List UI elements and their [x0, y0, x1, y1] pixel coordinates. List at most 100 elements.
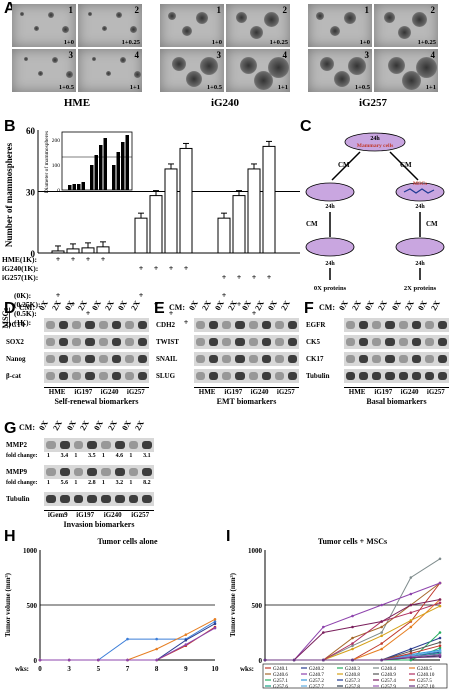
- x-label: wks:: [240, 665, 254, 673]
- data-point: [351, 636, 354, 640]
- blot-group-label: iG197: [71, 510, 99, 519]
- blot-row-label: MMP9: [6, 468, 27, 476]
- b-plus: +: [252, 309, 257, 318]
- data-point: [438, 653, 442, 656]
- panel-label-f: F: [304, 300, 314, 317]
- legend-entry: G240.7: [309, 673, 324, 678]
- tile-number: 3: [216, 50, 222, 60]
- fold-change-value: 5.6: [60, 480, 69, 486]
- b-plus: +: [56, 255, 61, 264]
- data-point: [409, 576, 413, 579]
- blot-strip: [44, 465, 154, 479]
- data-point: [438, 601, 442, 605]
- x-tick: 7: [126, 665, 130, 673]
- fold-change-value: 1: [74, 453, 78, 459]
- data-point: [438, 649, 442, 653]
- data-point: [380, 603, 383, 607]
- b-bar: [262, 145, 276, 254]
- lane-header: 2X: [50, 419, 64, 432]
- data-point: [409, 625, 413, 629]
- blot-group-label: HME: [194, 387, 221, 396]
- fold-change-value: 8.2: [143, 480, 151, 486]
- data-point: [67, 658, 71, 662]
- data-point: [380, 620, 383, 623]
- group-label: iG240: [210, 97, 240, 109]
- c-bottom-left: 0X proteins: [314, 285, 347, 292]
- lane-header: 0X: [92, 419, 105, 432]
- panel-c-schematic: 24h Mammary cells CM CM 24h 24h MSCs CM …: [305, 132, 445, 292]
- legend-entry: G257.9: [381, 685, 396, 690]
- lane-header: 0X: [37, 419, 50, 432]
- lane-header: 2X: [133, 419, 147, 432]
- data-point: [126, 637, 129, 641]
- b-inset-bar: [112, 165, 116, 190]
- micrograph-tile: 1 1+0: [160, 4, 224, 47]
- b-ytick: 0: [31, 249, 36, 259]
- data-point: [351, 647, 354, 651]
- blot-row-label: SLUG: [156, 372, 176, 380]
- c-mid-label: MSCs: [413, 181, 427, 187]
- tile-condition: 1+1: [129, 84, 140, 91]
- series-line: [265, 605, 441, 661]
- b-row-label: (0.25K):: [14, 300, 40, 309]
- c-top-time: 24h: [370, 136, 380, 142]
- b-plus: +: [252, 273, 257, 282]
- micrograph-tile: 2 1+0.25: [78, 4, 142, 47]
- tile-number: 4: [134, 50, 140, 60]
- y-tick: 0: [34, 657, 38, 665]
- micrograph-tile: 1 1+0: [12, 4, 76, 47]
- b-plus: +: [154, 300, 159, 309]
- b-plus: +: [169, 309, 174, 318]
- c-bot-time-left: 24h: [325, 261, 335, 267]
- y-tick: 1000: [23, 547, 38, 555]
- blot-group-label: iG240: [99, 510, 127, 519]
- tile-number: 4: [430, 50, 436, 60]
- b-row-label: iG257(1K):: [2, 273, 38, 282]
- legend-entry: G257.10: [417, 685, 435, 690]
- blot-row-label: CK5: [306, 338, 320, 346]
- blot-caption: EMT biomarkers: [216, 397, 277, 406]
- legend-entry: G257.6: [273, 685, 288, 690]
- b-ylabel: Number of mammospheres: [4, 142, 14, 247]
- b-plus: +: [139, 264, 144, 273]
- tile-number: 2: [134, 5, 140, 15]
- b-plus: +: [154, 264, 159, 273]
- data-point: [409, 592, 413, 596]
- data-point: [322, 625, 325, 629]
- data-point: [155, 647, 158, 651]
- data-point: [409, 647, 413, 651]
- b-inset-bar: [121, 142, 125, 190]
- y-tick: 0: [259, 657, 263, 665]
- data-point: [213, 618, 217, 621]
- fold-change-value: 1: [101, 480, 105, 486]
- b-plus: +: [237, 300, 242, 309]
- legend-entry: G240.3: [345, 667, 360, 672]
- c-cm-left: CM: [338, 161, 350, 169]
- x-tick: 0: [38, 665, 42, 673]
- micrograph-tile: 3 1+0.5: [308, 49, 372, 92]
- legend-entry: G240.6: [273, 673, 288, 678]
- micrograph-tile: 1 1+0: [308, 4, 372, 47]
- blot-row-label: CDH2: [156, 321, 176, 329]
- data-point: [438, 646, 442, 650]
- c-top-label: Mammary cells: [357, 143, 394, 149]
- data-point: [322, 658, 325, 662]
- blot-row-label: β-cat: [6, 372, 21, 380]
- blot-row-label: EGFR: [306, 321, 326, 329]
- panel-label-c: C: [300, 118, 312, 135]
- blot-group-label: iG240: [246, 387, 273, 396]
- blot-caption: Invasion biomarkers: [63, 520, 135, 529]
- blot-group-label: iG257: [122, 387, 149, 396]
- data-point: [438, 631, 442, 634]
- tile-condition: 1+0.25: [121, 39, 140, 46]
- b-plus: +: [184, 318, 189, 327]
- panel-label-d: D: [4, 300, 16, 317]
- blot-caption: Self-renewal biomarkers: [54, 397, 139, 406]
- tile-number: 2: [282, 5, 288, 15]
- panel-label-i: I: [226, 528, 231, 545]
- legend-entry: G257.8: [345, 685, 360, 690]
- b-inset-bar: [99, 145, 103, 190]
- b-plus: +: [101, 255, 106, 264]
- series-line: [265, 599, 441, 661]
- blot-row-label: SNAIL: [156, 355, 178, 363]
